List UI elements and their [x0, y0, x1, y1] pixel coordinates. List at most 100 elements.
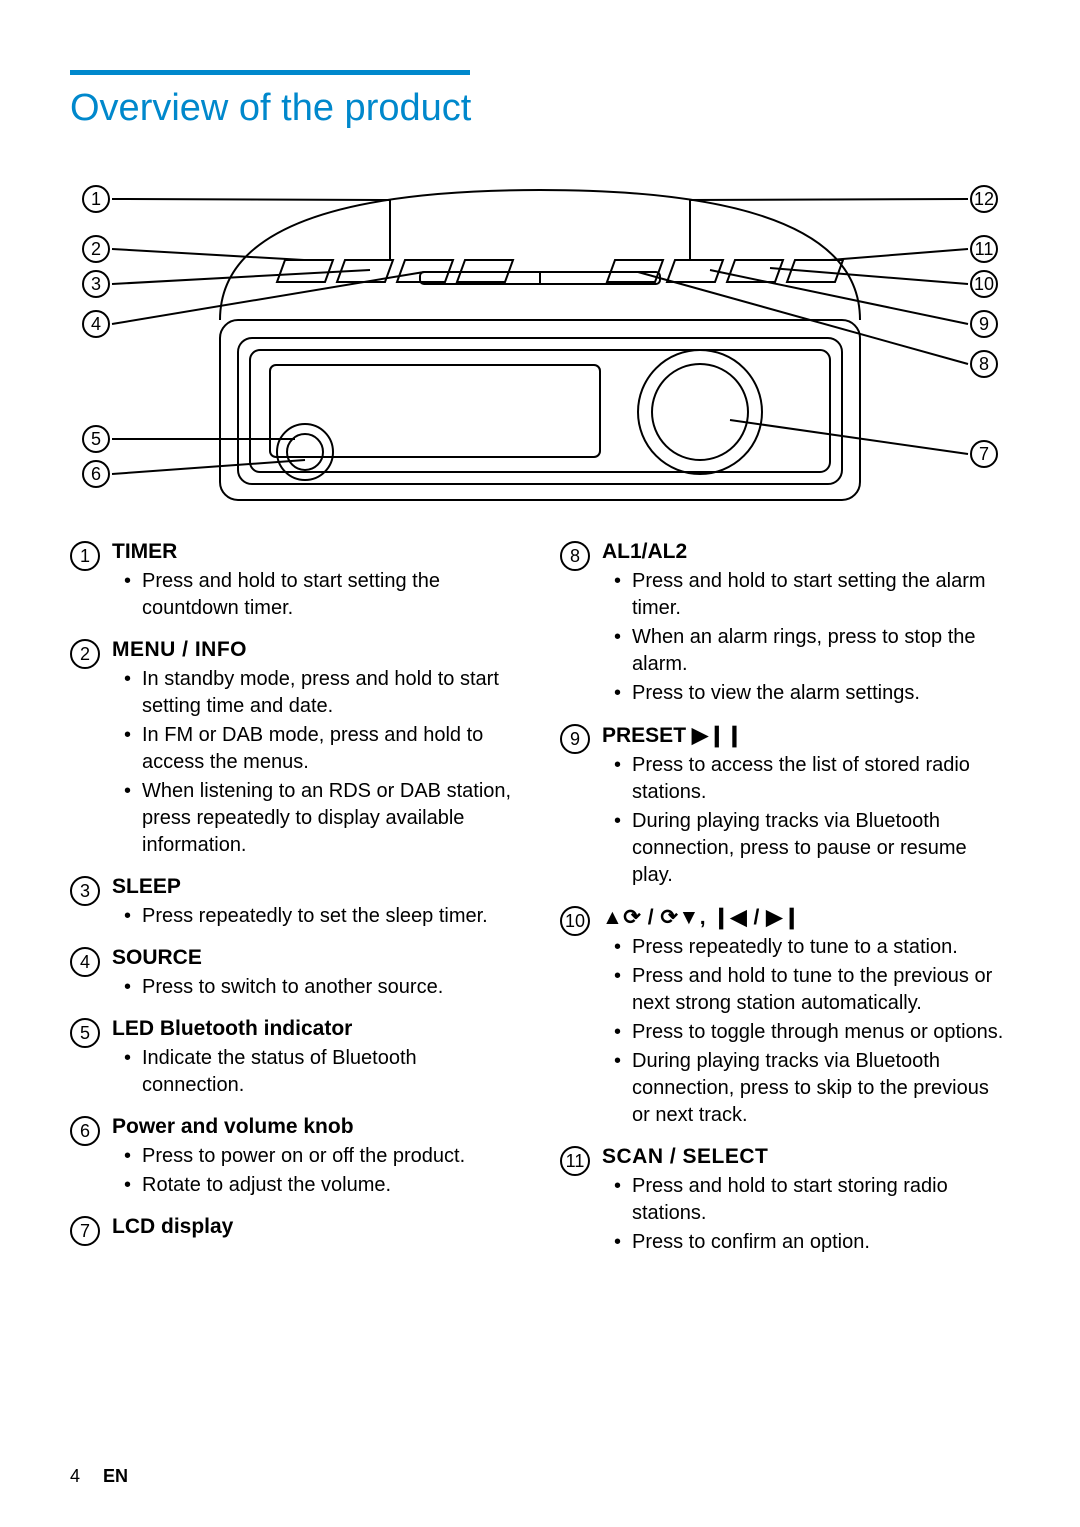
item-10-bullet-0: Press repeatedly to tune to a station. [602, 934, 1010, 961]
item-body-1: TIMER Press and hold to start setting the… [112, 540, 520, 624]
item-number-9: 9 [560, 724, 590, 754]
leader-left-1 [112, 249, 304, 260]
item-body-4: SOURCEPress to switch to another source. [112, 946, 520, 1003]
main-dial-inner [652, 364, 748, 460]
item-8: 8 AL1/AL2 Press and hold to start setting … [560, 540, 1010, 709]
item-title-8: AL1/AL2 [602, 540, 1010, 564]
item-body-2: MENU / INFO In standby mode, press and ho… [112, 638, 520, 861]
item-5-bullet-0: Indicate the status of Bluetooth connect… [112, 1045, 520, 1099]
item-title-11: SCAN / SELECT [602, 1145, 1010, 1169]
item-9-bullet-0: Press to access the list of stored radio… [602, 752, 1010, 806]
item-6-bullet-1: Rotate to adjust the volume. [112, 1172, 520, 1199]
diagram-callout-8: 8 [970, 350, 998, 378]
item-number-6: 6 [70, 1116, 100, 1146]
diagram-callout-4: 4 [82, 310, 110, 338]
item-number-4: 4 [70, 947, 100, 977]
item-number-3: 3 [70, 876, 100, 906]
diagram-callout-6: 6 [82, 460, 110, 488]
item-bullets-1: Press and hold to start setting the coun… [112, 568, 520, 622]
item-title-7: LCD display [112, 1215, 520, 1239]
item-6-bullet-0: Press to power on or off the product. [112, 1143, 520, 1170]
item-9: 9 PRESET ▶❙❙ Press to access the list of s… [560, 723, 1010, 891]
diagram-callout-12: 12 [970, 185, 998, 213]
main-dial [638, 350, 762, 474]
item-title-4: SOURCE [112, 946, 520, 970]
item-bullets-6: Press to power on or off the product.Rot… [112, 1143, 520, 1199]
item-5: 5 LED Bluetooth indicator Indicate the sta… [70, 1017, 520, 1101]
diagram-callout-2: 2 [82, 235, 110, 263]
item-title-5: LED Bluetooth indicator [112, 1017, 520, 1041]
item-10-bullet-1: Press and hold to tune to the previous o… [602, 963, 1010, 1017]
item-number-8: 8 [560, 541, 590, 571]
item-2-bullet-1: In FM or DAB mode, press and hold to acc… [112, 722, 520, 776]
leader-right-5 [730, 420, 968, 454]
item-11-bullet-1: Press to confirm an option. [602, 1229, 1010, 1256]
item-bullets-8: Press and hold to start setting the alar… [602, 568, 1010, 707]
section-title: Overview of the product [70, 87, 1010, 130]
diagram-callout-3: 3 [82, 270, 110, 298]
item-body-6: Power and volume knob Press to power on o… [112, 1115, 520, 1201]
accent-rule [70, 70, 470, 75]
item-7: 7 LCD display [70, 1215, 520, 1246]
item-8-bullet-0: Press and hold to start setting the alar… [602, 568, 1010, 622]
item-2-bullet-2: When listening to an RDS or DAB station,… [112, 778, 520, 859]
item-8-bullet-2: Press to view the alarm settings. [602, 680, 1010, 707]
item-title-2: MENU / INFO [112, 638, 520, 662]
item-9-bullet-1: During playing tracks via Bluetooth conn… [602, 808, 1010, 889]
item-bullets-11: Press and hold to start storing radio st… [602, 1173, 1010, 1256]
diagram-callout-10: 10 [970, 270, 998, 298]
body-top [220, 190, 860, 320]
item-10-bullet-3: During playing tracks via Bluetooth conn… [602, 1048, 1010, 1129]
diagram-callout-9: 9 [970, 310, 998, 338]
item-body-11: SCAN / SELECT Press and hold to start sto… [602, 1145, 1010, 1258]
item-11-bullet-0: Press and hold to start storing radio st… [602, 1173, 1010, 1227]
item-title-3: SLEEP [112, 875, 520, 899]
leader-right-3 [710, 270, 968, 324]
item-title-6: Power and volume knob [112, 1115, 520, 1139]
item-body-9: PRESET ▶❙❙ Press to access the list of st… [602, 723, 1010, 891]
item-bullets-5: Indicate the status of Bluetooth connect… [112, 1045, 520, 1099]
item-bullets-3: Press repeatedly to set the sleep timer. [112, 903, 520, 930]
item-body-10: ▲⟳ / ⟳▼, ❙◀ / ▶❙ Press repeatedly to tune… [602, 905, 1010, 1131]
body-inset-1 [238, 338, 842, 484]
item-6: 6 Power and volume knob Press to power on … [70, 1115, 520, 1201]
item-title-1: TIMER [112, 540, 520, 564]
item-body-7: LCD display [112, 1215, 520, 1239]
item-number-7: 7 [70, 1216, 100, 1246]
item-10: 10 ▲⟳ / ⟳▼, ❙◀ / ▶❙ Press repeatedly to tu… [560, 905, 1010, 1131]
page-footer: 4 EN [70, 1466, 128, 1487]
item-3-bullet-0: Press repeatedly to set the sleep timer. [112, 903, 520, 930]
leader-right-1 [830, 249, 968, 260]
item-body-8: AL1/AL2 Press and hold to start setting t… [602, 540, 1010, 709]
item-8-bullet-1: When an alarm rings, press to stop the a… [602, 624, 1010, 678]
item-body-5: LED Bluetooth indicator Indicate the stat… [112, 1017, 520, 1101]
item-2-bullet-0: In standby mode, press and hold to start… [112, 666, 520, 720]
diagram-callout-7: 7 [970, 440, 998, 468]
page-language: EN [103, 1466, 128, 1486]
top-btn-0 [277, 260, 333, 282]
item-3: 3 SLEEP Press repeatedly to set the sleep … [70, 875, 520, 932]
item-number-5: 5 [70, 1018, 100, 1048]
item-number-2: 2 [70, 639, 100, 669]
product-diagram: 123456121110987 [70, 160, 1010, 520]
item-title-10: ▲⟳ / ⟳▼, ❙◀ / ▶❙ [602, 905, 1010, 930]
item-1-bullet-0: Press and hold to start setting the coun… [112, 568, 520, 622]
diagram-callout-1: 1 [82, 185, 110, 213]
column-right: 8 AL1/AL2 Press and hold to start setting … [560, 540, 1010, 1272]
item-bullets-10: Press repeatedly to tune to a station.Pr… [602, 934, 1010, 1129]
item-body-3: SLEEP Press repeatedly to set the sleep t… [112, 875, 520, 932]
diagram-callout-11: 11 [970, 235, 998, 263]
page-number: 4 [70, 1466, 80, 1486]
diagram-callout-5: 5 [82, 425, 110, 453]
column-left: 1 TIMER Press and hold to start setting th… [70, 540, 520, 1272]
lcd [270, 365, 600, 457]
item-1: 1 TIMER Press and hold to start setting th… [70, 540, 520, 624]
item-title-9: PRESET ▶❙❙ [602, 723, 1010, 748]
description-columns: 1 TIMER Press and hold to start setting th… [70, 540, 1010, 1272]
item-bullets-9: Press to access the list of stored radio… [602, 752, 1010, 889]
item-number-1: 1 [70, 541, 100, 571]
leader-left-3 [112, 272, 424, 324]
item-10-bullet-2: Press to toggle through menus or options… [602, 1019, 1010, 1046]
item-4: 4 SOURCEPress to switch to another source… [70, 946, 520, 1003]
item-number-10: 10 [560, 906, 590, 936]
